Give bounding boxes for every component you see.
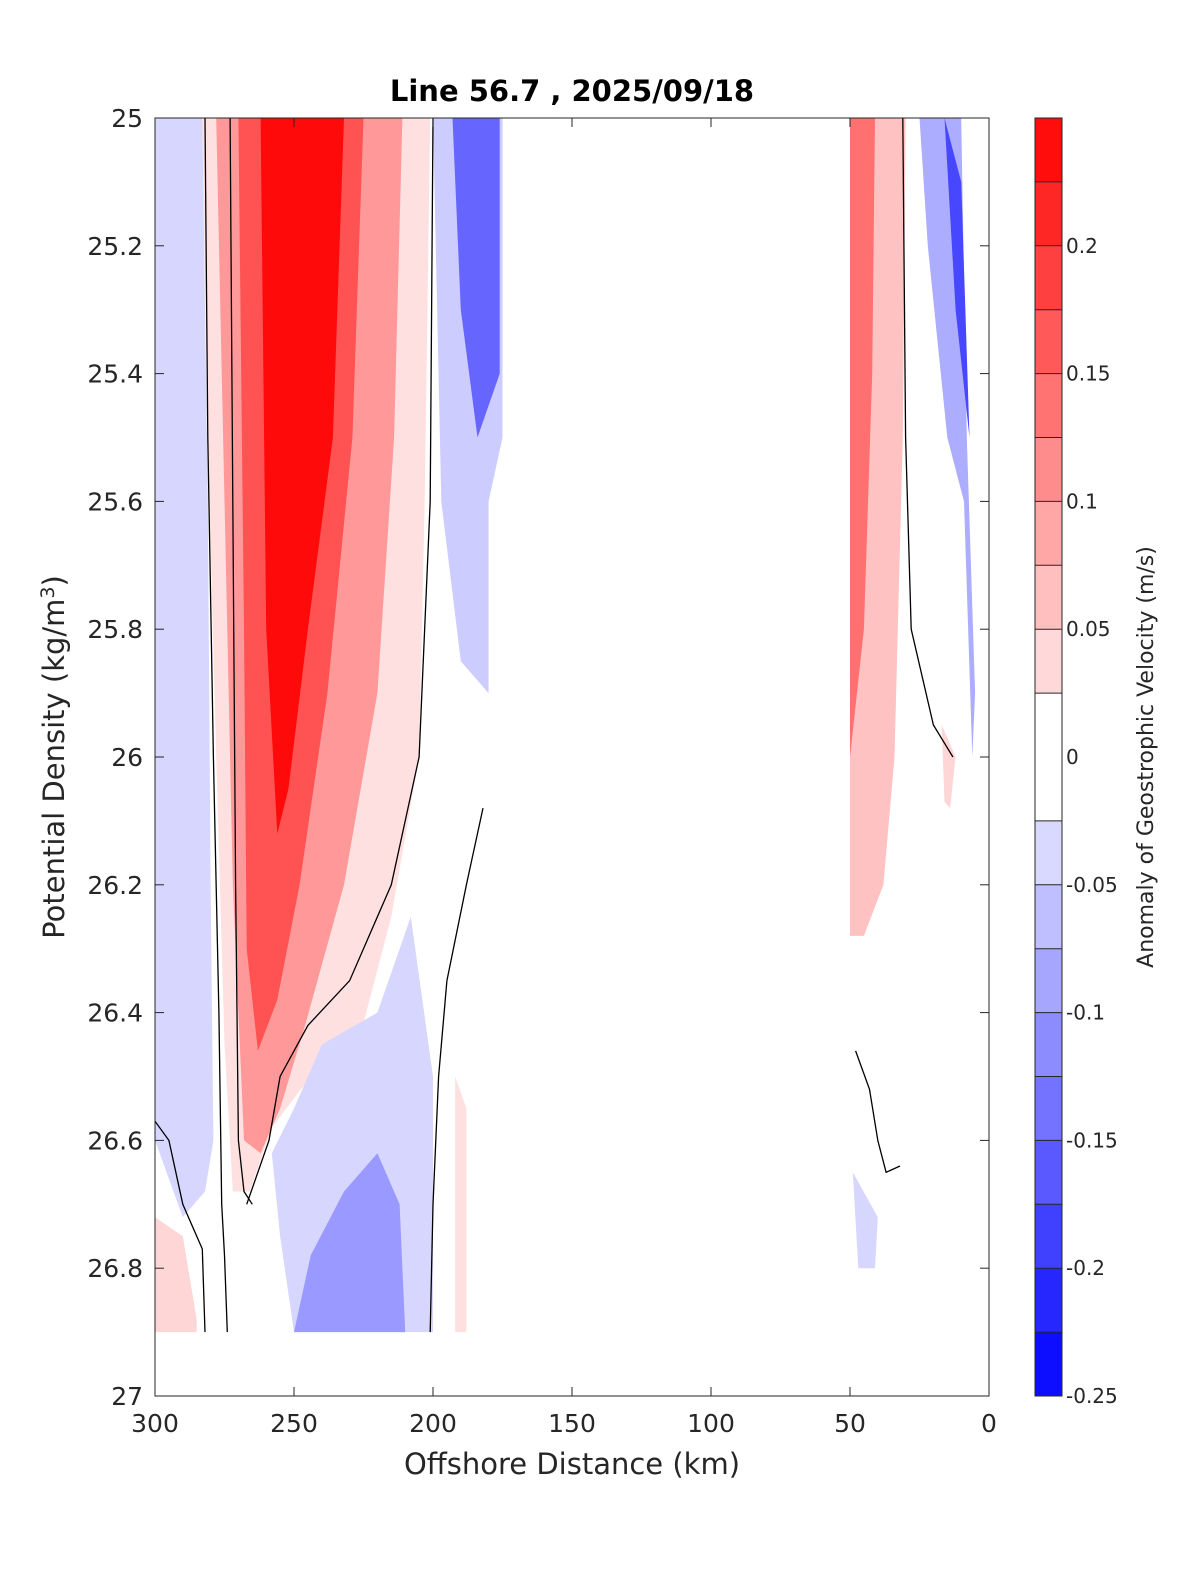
- colorbar-segment: [1035, 820, 1062, 885]
- zero-contour-layer: [155, 118, 954, 1333]
- colorbar-segment: [1035, 565, 1062, 630]
- colorbar-tick-label: -0.05: [1066, 873, 1118, 897]
- y-axis-label-main: Potential Density (kg/m: [37, 599, 71, 939]
- colorbar-tick-label: -0.1: [1066, 1001, 1105, 1025]
- y-tick-label: 26.6: [87, 1126, 143, 1155]
- colorbar-segment: [1035, 1140, 1062, 1205]
- colorbar-tick-label: 0.15: [1066, 362, 1111, 386]
- x-tick-label: 0: [981, 1409, 997, 1438]
- zero-contour-line-5: [902, 118, 954, 758]
- x-tick-label: 150: [548, 1409, 596, 1438]
- zero-contour-line-0: [204, 118, 228, 1333]
- y-tick-label: 26.2: [87, 871, 143, 900]
- y-tick-label: 26.8: [87, 1254, 143, 1283]
- x-tick-label: 50: [834, 1409, 866, 1438]
- colorbar: -0.25 -0.2 -0.15 -0.1 -0.05 0 0.05 0.1 0.15 0.2: [1034, 117, 1118, 1408]
- colorbar-segment: [1035, 181, 1062, 246]
- colorbar-tick-label: 0: [1066, 745, 1079, 769]
- zero-contour-line-6: [854, 1050, 901, 1174]
- contour-region-deep-westward-lobe-core: [294, 1153, 406, 1333]
- colorbar-tick-label: 0.2: [1066, 234, 1098, 258]
- zero-contour-line-2: [246, 118, 434, 1205]
- colorbar-segment: [1035, 693, 1062, 821]
- colorbar-tick-label: -0.25: [1066, 1384, 1118, 1408]
- contour-region-offshore-westward-edge: [155, 118, 214, 1218]
- colorbar-tick-label: 0.05: [1066, 617, 1111, 641]
- colorbar-segment: [1035, 118, 1062, 182]
- colorbar-segment: [1035, 884, 1062, 949]
- colorbar-segment: [1035, 373, 1062, 438]
- y-tick-label: 25.4: [87, 360, 143, 389]
- colorbar-tick-label: 0.1: [1066, 489, 1098, 513]
- x-axis-label: Offshore Distance (km): [404, 1447, 740, 1481]
- y-tick-label: 27: [111, 1382, 143, 1411]
- colorbar-segment: [1035, 245, 1062, 310]
- y-axis-label-close: ): [37, 575, 71, 586]
- x-tick-label: 100: [687, 1409, 735, 1438]
- contour-region-nearshore-eastward-blob: [941, 725, 956, 809]
- y-tick-label: 25: [111, 104, 143, 133]
- y-tick-label: 25.8: [87, 615, 143, 644]
- y-tick-label: 26.4: [87, 999, 143, 1028]
- zero-contour-line-4: [429, 807, 484, 1333]
- colorbar-segment: [1035, 501, 1062, 566]
- colorbar-segment: [1035, 437, 1062, 502]
- chart-title: Line 56.7 , 2025/09/18: [390, 74, 754, 108]
- x-tick-label: 250: [270, 1409, 318, 1438]
- colorbar-tick-label: -0.15: [1066, 1128, 1118, 1152]
- y-axis: 25 25.2 25.4 25.6 25.8 26 26.2 26.4 26.6 26.8 27: [87, 104, 989, 1411]
- zero-contour-line-3: [155, 1120, 206, 1333]
- y-axis-label-superscript: 3: [37, 586, 59, 598]
- x-tick-label: 300: [131, 1409, 179, 1438]
- y-tick-label: 25.2: [87, 232, 143, 261]
- colorbar-segment: [1035, 1204, 1062, 1269]
- colorbar-segment: [1035, 1268, 1062, 1333]
- colorbar-frame: [1034, 117, 1063, 1397]
- colorbar-tick-label: -0.2: [1066, 1256, 1105, 1280]
- colorbar-segment: [1035, 1076, 1062, 1141]
- contour-region-eastward-jet-core: [260, 118, 344, 834]
- colorbar-segment: [1035, 1012, 1062, 1077]
- colorbar-segment: [1035, 948, 1062, 1013]
- y-tick-label: 26: [111, 743, 143, 772]
- colorbar-label: Anomaly of Geostrophic Velocity (m/s): [1134, 546, 1159, 968]
- contour-region-westward-band-200km-core: [452, 118, 500, 438]
- contour-region-nearshore-eastward-core: [850, 118, 875, 757]
- contour-region-deep-eastward-offshore: [155, 1217, 197, 1333]
- y-tick-label: 25.6: [87, 487, 143, 516]
- y-axis-label: Potential Density (kg/m3): [37, 575, 71, 939]
- x-axis: 300 250 200 150 100 50 0: [131, 118, 997, 1438]
- colorbar-segment: [1035, 629, 1062, 694]
- colorbar-segment: [1035, 1332, 1062, 1396]
- contour-region-nearshore-westward-core: [944, 118, 970, 438]
- contour-region-deep-eastward-200km: [455, 1076, 467, 1333]
- colorbar-segment: [1035, 309, 1062, 374]
- contour-fill-layer: [155, 118, 976, 1333]
- zero-contour-line-1: [229, 118, 253, 1205]
- x-tick-label: 200: [409, 1409, 457, 1438]
- contour-region-nearshore-deep-westward: [852, 1172, 878, 1269]
